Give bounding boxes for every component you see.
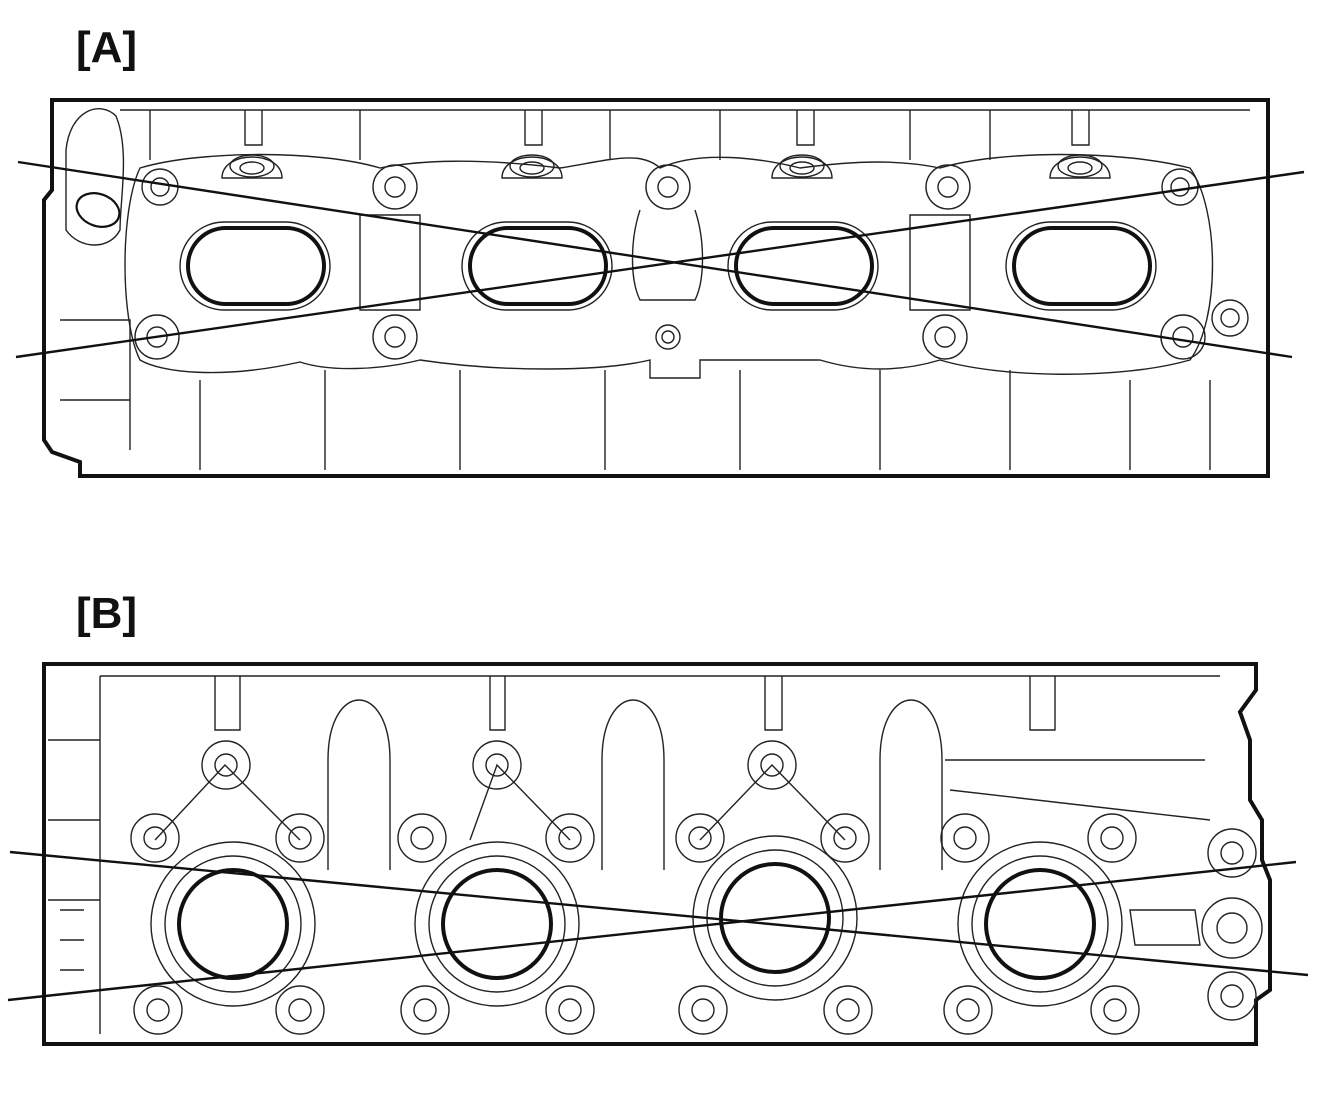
bolt-hole [401, 986, 449, 1034]
cylinder-head-exhaust-side [8, 664, 1308, 1044]
bolt-hole [373, 315, 417, 359]
intake-port [728, 222, 878, 310]
bolt-hole [1212, 300, 1248, 336]
head-a-outline [44, 100, 1268, 476]
bolt-hole [1202, 898, 1262, 958]
bolt-hole [398, 814, 446, 862]
plug-boss [772, 155, 832, 178]
intake-port [180, 222, 330, 310]
plug-boss [1050, 155, 1110, 178]
straightedge-line [10, 852, 1308, 975]
bolt-hole [676, 814, 724, 862]
bolt-hole [373, 165, 417, 209]
bolt-hole [656, 325, 680, 349]
bolt-hole [1088, 814, 1136, 862]
bolt-hole [276, 814, 324, 862]
cylinder-head-intake-side [16, 100, 1304, 476]
intake-port [1006, 222, 1156, 310]
bolt-hole [1208, 972, 1256, 1020]
bolt-hole [1091, 986, 1139, 1034]
bolt-hole [944, 986, 992, 1034]
bolt-hole [142, 169, 178, 205]
bolt-hole [546, 986, 594, 1034]
intake-port [462, 222, 612, 310]
bolt-hole [923, 315, 967, 359]
bolt-hole [546, 814, 594, 862]
bolt-hole [824, 986, 872, 1034]
bolt-hole [821, 814, 869, 862]
straightedge-line [18, 162, 1292, 357]
bolt-hole [202, 741, 250, 789]
exhaust-port [958, 842, 1122, 1006]
bolt-hole [276, 986, 324, 1034]
bolt-hole [134, 986, 182, 1034]
bolt-hole [646, 165, 690, 209]
head-a-flange [125, 155, 1213, 379]
bolt-hole [679, 986, 727, 1034]
exhaust-port [415, 842, 579, 1006]
bolt-hole [941, 814, 989, 862]
bolt-hole [926, 165, 970, 209]
bolt-hole [131, 814, 179, 862]
plug-boss [222, 155, 282, 178]
